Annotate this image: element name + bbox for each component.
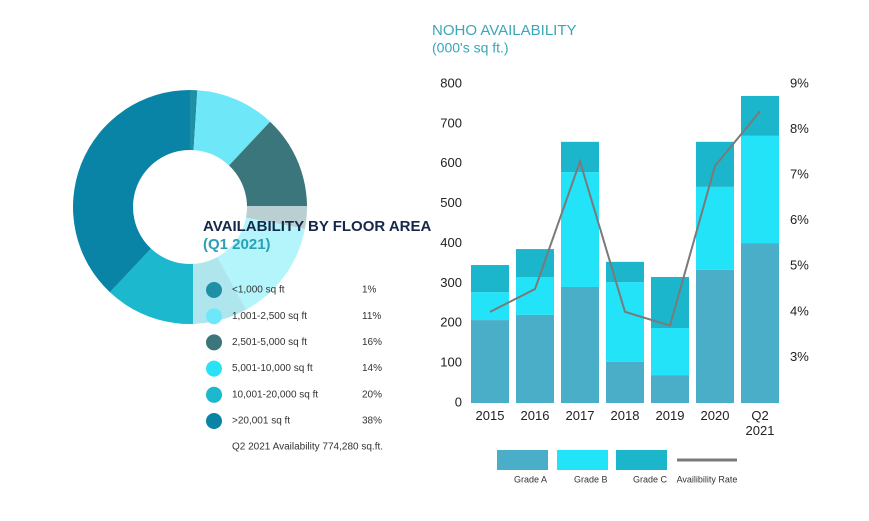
bar-segment [561,172,599,287]
bar-segment [651,328,689,376]
bar-title: NOHO AVAILABILITY [432,22,577,39]
bar-segment [606,361,644,403]
legend-label: Grade C [633,474,668,484]
y2-tick-label: 8% [790,121,809,136]
y-tick-label: 500 [440,195,462,210]
legend-label: <1,000 sq ft [232,285,285,296]
donut-slice [190,90,198,151]
legend-label: Availibility Rate [677,474,738,484]
y-tick-label: 600 [440,155,462,170]
legend-label: 10,001-20,000 sq ft [232,389,318,400]
value-label: 1% [362,285,377,296]
legend-swatch [206,386,222,403]
legend-swatch [616,450,667,470]
bar-segment [696,186,734,270]
legend-swatch [206,360,222,377]
bar-segment [471,265,509,293]
value-label: 11% [362,311,381,322]
legend-label: 1,001-2,500 sq ft [232,311,307,322]
legend-swatch [206,334,222,351]
legend-swatch [206,282,222,298]
bar-segment [741,95,779,136]
legend-panel [193,206,413,456]
y2-tick-label: 9% [790,75,809,90]
value-label: 16% [362,337,382,348]
bar-segment [741,135,779,244]
x-tick-label: 2017 [565,408,595,423]
rate-line [489,110,761,327]
bar-segment [606,282,644,362]
x-tick-label: 2015 [475,408,505,423]
bar-segment [561,141,599,173]
y-tick-label: 0 [455,394,462,409]
bar-segment [651,276,689,329]
x-tick-label: 2020 [700,408,730,423]
y-tick-label: 300 [440,275,462,290]
y2-tick-label: 5% [790,258,809,273]
bar-segment [561,286,599,403]
y2-tick-label: 4% [790,303,809,318]
y-tick-label: 700 [440,115,462,130]
legend-label: Grade A [514,474,547,484]
y2-tick-label: 6% [790,212,809,227]
bar-subtitle: (000's sq ft.) [432,40,509,56]
x-tick-label: 2016 [520,408,550,423]
x-tick-label: 2019 [655,408,685,423]
y-tick-label: 200 [440,315,462,330]
x-tick-label: Q2 2021 [745,408,775,438]
y-tick-label: 400 [440,235,462,250]
donut-slice [229,121,308,229]
legend-swatch [497,450,548,470]
donut-slice [73,90,190,293]
legend-label: 2,501-5,000 sq ft [232,337,307,348]
y-tick-label: 800 [440,75,462,90]
value-label: 38% [362,416,382,427]
bar-segment [741,243,779,403]
legend-label: >20,001 sq ft [232,416,290,427]
bar-segment [651,375,689,403]
legend-swatch [557,450,608,470]
donut-slice [193,90,271,166]
pie-title: AVAILABILITY BY FLOOR AREA [203,218,432,235]
bar-segment [696,269,734,403]
y2-tick-label: 7% [790,167,809,182]
x-tick-label: 2018 [610,408,640,423]
value-label: 14% [362,363,382,374]
legend-swatch [206,308,222,325]
pie-note: Q2 2021 Availability 774,280 sq.ft. [232,442,383,453]
bar-segment [516,314,554,403]
legend-label: 5,001-10,000 sq ft [232,363,313,374]
pie-subtitle: (Q1 2021) [203,236,271,253]
legend-label: Grade B [574,474,608,484]
bar-segment [471,320,509,403]
y2-tick-label: 3% [790,349,809,364]
value-label: 20% [362,389,382,400]
y-tick-label: 100 [440,355,462,370]
legend-swatch [206,413,222,429]
